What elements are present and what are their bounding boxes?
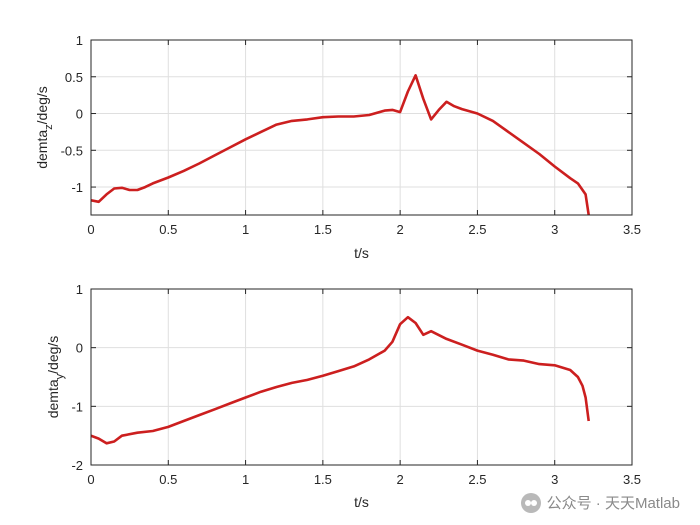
y-tick-label: -2	[71, 458, 83, 473]
y-tick-label: 1	[76, 33, 83, 48]
plot-area	[91, 289, 632, 465]
plot-area	[91, 40, 632, 215]
axes-box	[90, 288, 633, 466]
y-tick-label: 0	[76, 107, 83, 122]
x-tick-label: 3	[551, 472, 558, 487]
x-tick-label: 1.5	[314, 472, 332, 487]
x-tick-label: 1	[242, 222, 249, 237]
x-tick-label: 3.5	[623, 472, 641, 487]
y-axis-label: demtay/deg/s	[45, 336, 66, 419]
x-tick-label: 0	[87, 222, 94, 237]
y-tick-label: -0.5	[61, 143, 83, 158]
x-tick-label: 1	[242, 472, 249, 487]
x-tick-label: 2.5	[468, 472, 486, 487]
subplot-2: 0 0.5 1 1.5 2 2.5 3 3.5 1 0 -1 -2 t/s demtay/deg/s	[45, 282, 641, 510]
x-tick-label: 2	[397, 222, 404, 237]
x-tick-label: 3	[551, 222, 558, 237]
y-axis-label: demtaz/deg/s	[34, 86, 55, 169]
watermark: 公众号 · 天天Matlab	[520, 492, 680, 513]
y-tick-label: -1	[71, 399, 83, 414]
wechat-icon	[520, 492, 541, 513]
x-tick-label: 2.5	[468, 222, 486, 237]
axes-box	[90, 39, 633, 216]
x-axis-label: t/s	[354, 245, 369, 261]
x-tick-label: 0.5	[159, 472, 177, 487]
series-line-1	[91, 74, 590, 215]
x-axis-label: t/s	[354, 494, 369, 510]
x-tick-label: 1.5	[314, 222, 332, 237]
y-tick-label: 1	[76, 282, 83, 297]
x-tick-label: 0	[87, 472, 94, 487]
x-tick-label: 2	[397, 472, 404, 487]
y-tick-label: 0	[76, 341, 83, 356]
y-tick-label: 0.5	[65, 70, 83, 85]
watermark-text: 公众号 · 天天Matlab	[546, 495, 680, 512]
x-tick-label: 3.5	[623, 222, 641, 237]
x-tick-label: 0.5	[159, 222, 177, 237]
y-tick-label: -1	[71, 180, 83, 195]
subplot-1: 0 0.5 1 1.5 2 2.5 3 3.5 1 0.5 0 -0.5 -1 t/s demtaz/deg…	[34, 33, 641, 261]
series-line-1	[91, 315, 590, 445]
